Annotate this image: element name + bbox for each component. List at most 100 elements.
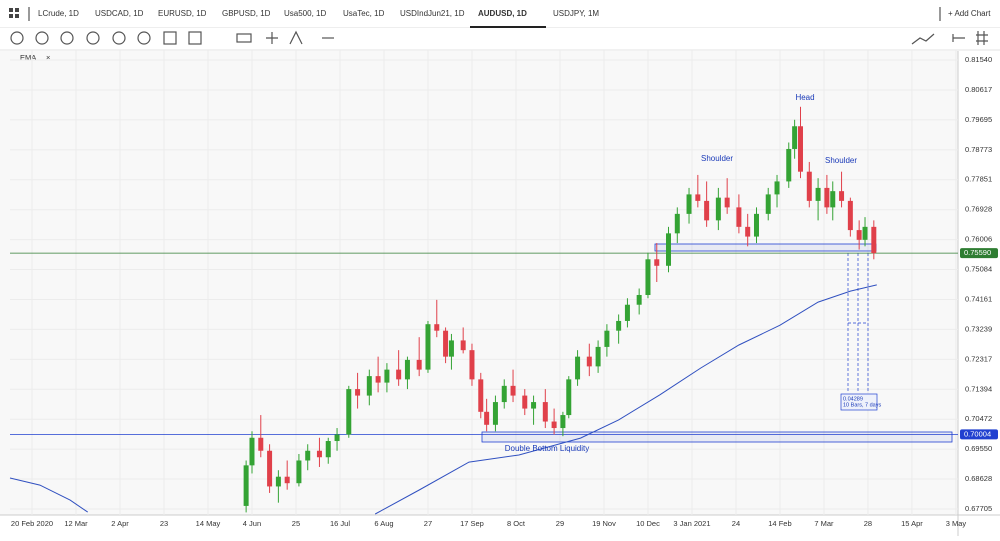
candle-body — [786, 148, 792, 182]
tab[interactable]: UsaTec, 1D — [343, 9, 385, 18]
level-tag — [960, 248, 998, 259]
toolbar-icons[interactable] — [10, 30, 988, 45]
candle-body — [284, 476, 290, 484]
tab[interactable]: USDJPY, 1M — [553, 9, 599, 18]
candle-body — [267, 450, 273, 487]
tab[interactable]: USDIndJun21, 1D — [400, 9, 465, 18]
candle-body — [856, 230, 862, 240]
y-tick-label: 0.70472 — [965, 414, 992, 423]
candle-body — [316, 450, 322, 458]
candle-body — [460, 340, 466, 351]
tab-bar — [0, 0, 1000, 28]
legend-ema[interactable]: EMA — [20, 53, 36, 62]
y-tick-label: 0.69550 — [965, 444, 992, 453]
candle-body — [830, 191, 836, 208]
candle-body — [604, 330, 610, 347]
x-tick-label: 10 Dec — [636, 519, 660, 528]
candle-body — [645, 259, 651, 295]
annotation: 0.04289 — [843, 396, 863, 402]
y-tick-label: 0.81540 — [965, 55, 992, 64]
tab[interactable]: AUDUSD, 1D — [478, 9, 527, 18]
x-tick-label: 6 Aug — [374, 519, 393, 528]
candle-body — [375, 376, 381, 383]
candle-body — [665, 233, 671, 266]
candle-body — [736, 207, 742, 227]
candle-body — [774, 181, 780, 195]
candle-body — [522, 395, 528, 409]
candle-body — [346, 389, 352, 435]
candle-body — [531, 402, 537, 409]
x-tick-label: 7 Mar — [814, 519, 834, 528]
candle-body — [325, 441, 331, 458]
candle-body — [275, 476, 281, 487]
candle-body — [704, 200, 710, 221]
tab[interactable]: EURUSD, 1D — [158, 9, 207, 18]
grid-icon[interactable] — [9, 8, 19, 18]
candle-body — [654, 259, 660, 266]
y-tick-label: 0.76928 — [965, 205, 992, 214]
level-label: 0.75590 — [964, 248, 991, 257]
y-tick-label: 0.73239 — [965, 324, 992, 333]
annotation: Shoulder — [825, 156, 857, 165]
candle-body — [425, 324, 431, 370]
candle-body — [595, 346, 601, 367]
candle-body — [384, 369, 390, 383]
candle-body — [636, 294, 642, 305]
candle-body — [355, 389, 361, 396]
candle-body — [443, 330, 449, 357]
add-chart[interactable]: + Add Chart — [948, 9, 991, 18]
x-tick-label: 14 May — [196, 519, 221, 528]
candle-body — [434, 324, 440, 331]
x-tick-label: 14 Feb — [768, 519, 791, 528]
candle-body — [396, 369, 402, 380]
tab[interactable]: LCrude, 1D — [38, 9, 79, 18]
x-tick-label: 24 — [732, 519, 740, 528]
y-tick-label: 0.75084 — [965, 265, 992, 274]
x-tick-label: 27 — [424, 519, 432, 528]
candle-body — [366, 376, 372, 396]
candle-body — [824, 187, 830, 208]
candle-body — [404, 359, 410, 380]
candle-body — [416, 359, 422, 370]
y-tick-label: 0.68628 — [965, 474, 992, 483]
x-tick-label: 23 — [160, 519, 168, 528]
candle-body — [715, 197, 721, 221]
y-tick-label: 0.80617 — [965, 85, 992, 94]
candle-body — [249, 437, 255, 466]
candle-body — [624, 304, 630, 321]
x-tick-label: 4 Jun — [243, 519, 261, 528]
legend-close[interactable]: × — [46, 53, 50, 62]
candle-body — [674, 213, 680, 234]
y-tick-label: 0.76006 — [965, 235, 992, 244]
candle-body — [792, 126, 798, 149]
y-tick-label: 0.72317 — [965, 354, 992, 363]
candle-body — [862, 226, 868, 240]
y-tick-label: 0.74161 — [965, 294, 992, 303]
tab[interactable]: GBPUSD, 1D — [222, 9, 271, 18]
y-tick-label: 0.67705 — [965, 504, 992, 513]
candle-body — [296, 460, 302, 484]
x-tick-label: 29 — [556, 519, 564, 528]
candle-body — [510, 385, 516, 396]
tab[interactable]: Usa500, 1D — [284, 9, 326, 18]
y-tick-label: 0.71394 — [965, 384, 992, 393]
candle-body — [542, 402, 548, 422]
candle-body — [806, 171, 812, 201]
candle-body — [560, 415, 566, 429]
x-tick-label: 19 Nov — [592, 519, 616, 528]
annotation: Double Bottom Liquidity — [505, 444, 590, 453]
active-tab-underline — [470, 26, 546, 28]
x-tick-label: 2 Apr — [111, 519, 129, 528]
candle-body — [616, 320, 622, 331]
candle-body — [753, 213, 759, 237]
tab[interactable]: USDCAD, 1D — [95, 9, 144, 18]
x-tick-label: 25 — [292, 519, 300, 528]
candle-body — [566, 379, 572, 416]
plot-area — [0, 51, 958, 515]
annotation: Head — [795, 93, 814, 102]
candle-body — [501, 385, 507, 403]
candle-body — [484, 411, 490, 425]
candle-body — [724, 197, 730, 208]
x-tick-label: 28 — [864, 519, 872, 528]
